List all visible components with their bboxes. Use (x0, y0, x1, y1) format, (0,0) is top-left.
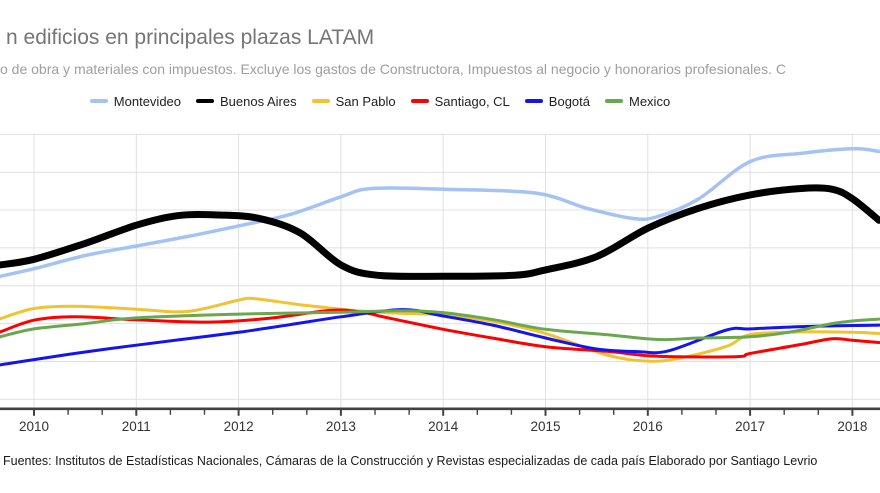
x-axis-label: 2017 (735, 419, 765, 434)
legend-swatch (605, 99, 623, 103)
x-axis-label: 2015 (530, 419, 560, 434)
legend-label: Montevideo (113, 93, 182, 109)
chart-subtitle: o de obra y materiales con impuestos. Ex… (0, 61, 786, 77)
x-axis-label: 2011 (122, 419, 151, 434)
x-axis-label: 2012 (224, 419, 254, 434)
legend-swatch (196, 99, 215, 103)
x-axis-label: 2016 (633, 419, 663, 434)
series-line-mexico (0, 309, 880, 342)
legend-item-san-pablo: San Pablo (311, 93, 396, 109)
legend-item-bogot-: Bogotá (524, 93, 590, 109)
legend-label: San Pablo (335, 93, 396, 109)
legend-label: Santiago, CL (434, 93, 510, 109)
source-note: Fuentes: Institutos de Estadísticas Naci… (3, 454, 818, 468)
legend-item-santiago-cl: Santiago, CL (410, 93, 510, 109)
legend-item-montevideo: Montevideo (89, 93, 182, 109)
legend-swatch (89, 99, 108, 103)
x-axis-label: 2010 (19, 419, 49, 434)
x-axis-label: 2014 (428, 419, 459, 434)
series-line-montevideo (0, 146, 880, 279)
legend-label: Bogotá (548, 93, 590, 109)
legend-swatch (524, 99, 543, 103)
x-axis-label: 2013 (326, 419, 356, 434)
x-axis-label: 2018 (837, 419, 867, 434)
legend-label: Mexico (629, 93, 671, 109)
series-line-bogot- (0, 308, 880, 367)
chart-title: n edificios en principales plazas LATAM (6, 26, 375, 49)
series-line-santiago-cl (0, 308, 880, 359)
legend-label: Buenos Aires (220, 93, 297, 109)
legend-item-mexico: Mexico (605, 94, 670, 109)
series-line-buenos-aires (0, 184, 880, 280)
chart-plot-area: 2010 2011 2012 2013 2014 2015 2016 2017 2018 (0, 133, 880, 434)
legend-item-buenos-aires: Buenos Aires (196, 94, 297, 109)
chart-legend: Montevideo Buenos Aires San Pablo Santiago,… (0, 92, 760, 110)
legend-swatch (410, 99, 429, 103)
legend-swatch (311, 99, 330, 103)
